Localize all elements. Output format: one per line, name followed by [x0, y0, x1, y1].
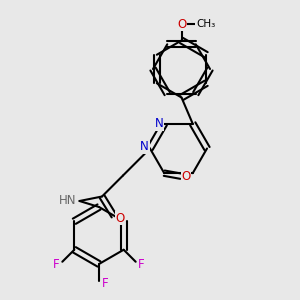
Text: N: N	[140, 140, 149, 154]
Text: F: F	[138, 258, 145, 271]
Text: CH₃: CH₃	[196, 19, 215, 29]
Text: O: O	[182, 170, 191, 183]
Text: O: O	[116, 212, 124, 225]
Text: F: F	[53, 258, 60, 271]
Text: N: N	[154, 117, 163, 130]
Text: O: O	[177, 17, 186, 31]
Text: HN: HN	[59, 194, 76, 208]
Text: F: F	[102, 277, 108, 290]
